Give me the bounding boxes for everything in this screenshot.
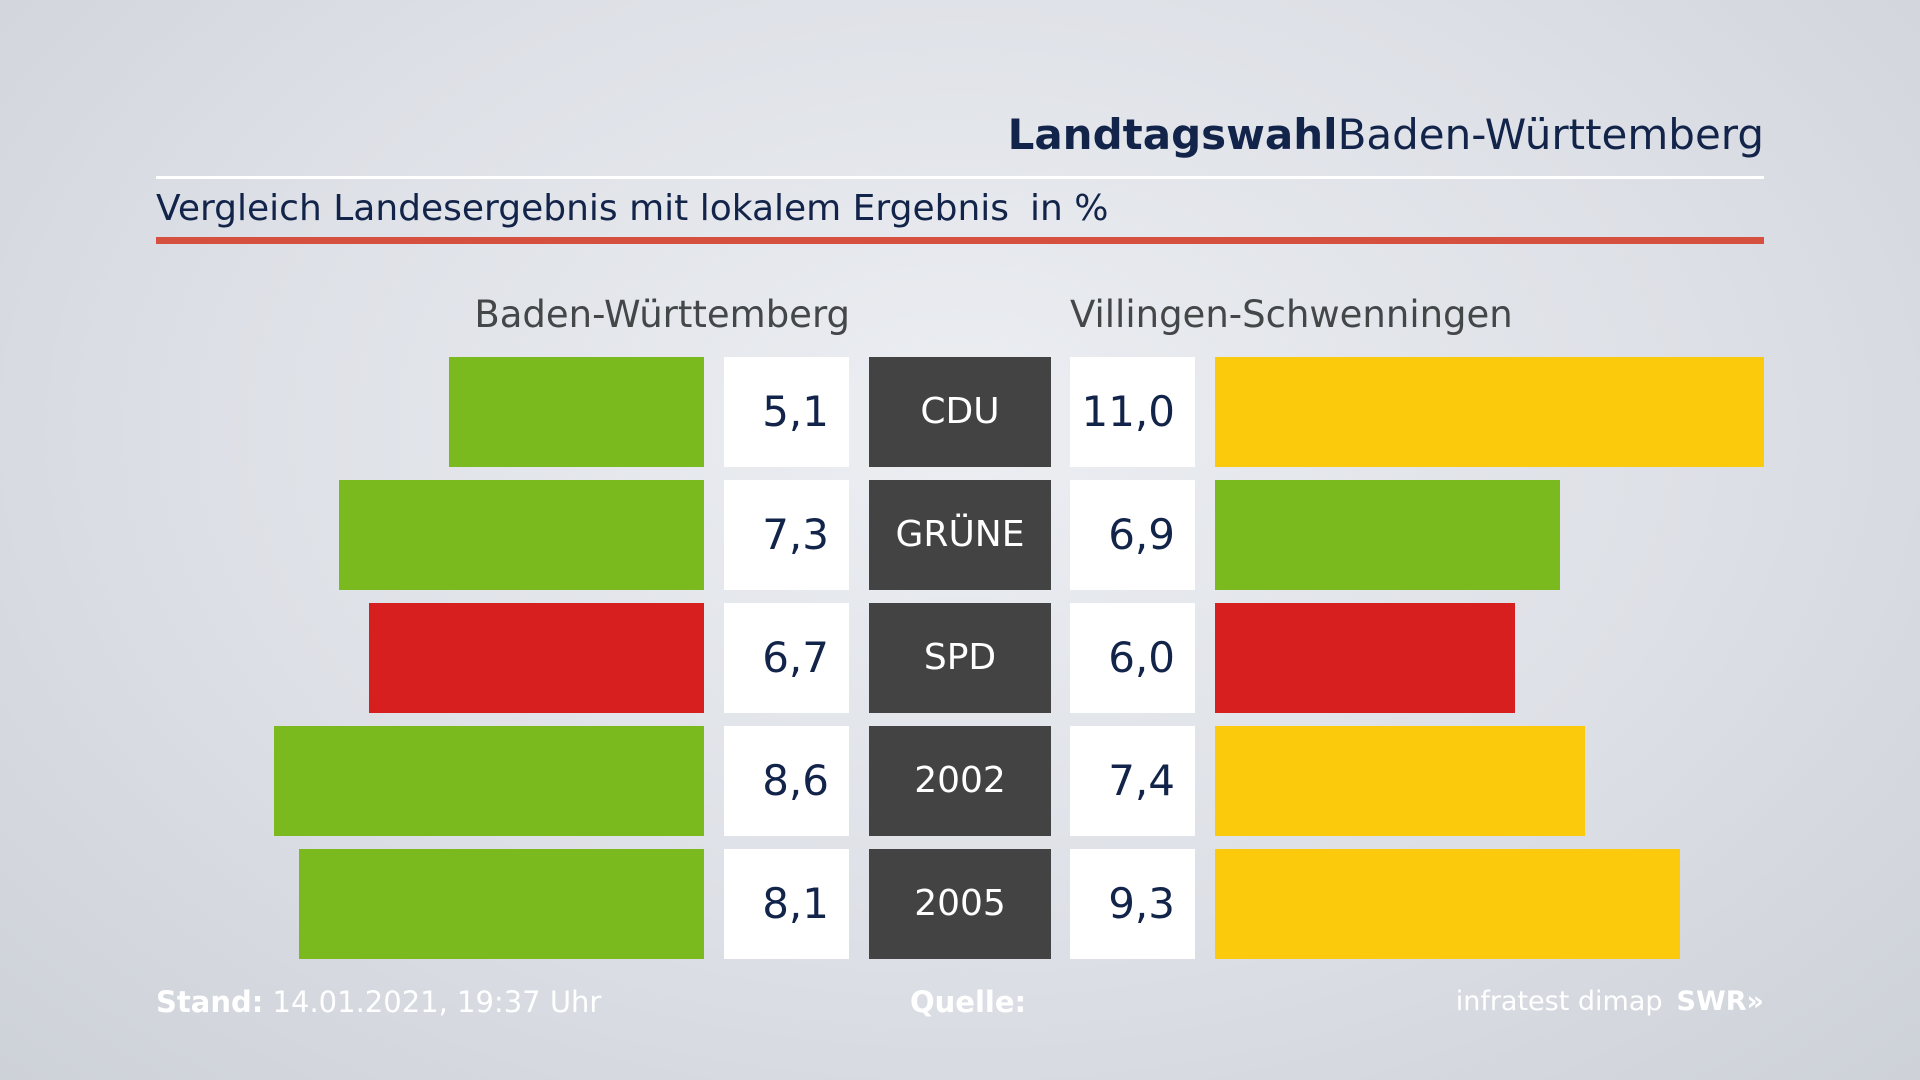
category-label: SPD — [869, 603, 1051, 713]
left-bar — [274, 726, 704, 836]
left-value-label: 5,1 — [724, 357, 849, 467]
left-value-label: 8,1 — [724, 849, 849, 959]
category-label: 2002 — [869, 726, 1051, 836]
unit-label: in % — [1030, 188, 1109, 229]
chart-subtitle: Vergleich Landesergebnis mit lokalem Erg… — [156, 188, 1010, 229]
left-bar — [369, 603, 704, 713]
right-bar — [1215, 726, 1585, 836]
category-label: GRÜNE — [869, 480, 1051, 590]
category-label: CDU — [869, 357, 1051, 467]
stand-label: Stand: — [156, 985, 264, 1019]
stand-value: 14.01.2021, 19:37 Uhr — [272, 985, 602, 1019]
left-value-label: 6,7 — [724, 603, 849, 713]
category-label: 2005 — [869, 849, 1051, 959]
right-bar — [1215, 849, 1680, 959]
right-value-label: 9,3 — [1070, 849, 1195, 959]
footer-stand: Stand: 14.01.2021, 19:37 Uhr — [156, 980, 601, 1024]
right-column-header: Villingen-Schwenningen — [1070, 293, 1513, 336]
source-name: infratest dimap — [1455, 986, 1663, 1017]
title-regular: Baden-Württemberg — [1337, 110, 1764, 159]
right-value-label: 6,9 — [1070, 480, 1195, 590]
chart-title: LandtagswahlBaden-Württemberg — [156, 110, 1764, 160]
left-bar — [299, 849, 704, 959]
right-bar — [1215, 603, 1515, 713]
right-bar — [1215, 357, 1764, 467]
footer-brand: infratest dimap SWR» — [1456, 980, 1764, 1024]
left-value-label: 7,3 — [724, 480, 849, 590]
quelle-label: Quelle: — [910, 985, 1027, 1019]
left-bar — [339, 480, 704, 590]
footer-quelle: Quelle: — [910, 980, 1026, 1024]
right-value-label: 7,4 — [1070, 726, 1195, 836]
right-bar — [1215, 480, 1560, 590]
right-value-label: 11,0 — [1070, 357, 1195, 467]
title-bold: Landtagswahl — [1007, 110, 1338, 159]
swr-logo: SWR» — [1676, 986, 1764, 1017]
left-value-label: 8,6 — [724, 726, 849, 836]
right-value-label: 6,0 — [1070, 603, 1195, 713]
red-divider — [156, 237, 1764, 244]
white-divider — [156, 176, 1764, 179]
left-column-header: Baden-Württemberg — [474, 293, 850, 336]
left-bar — [449, 357, 704, 467]
